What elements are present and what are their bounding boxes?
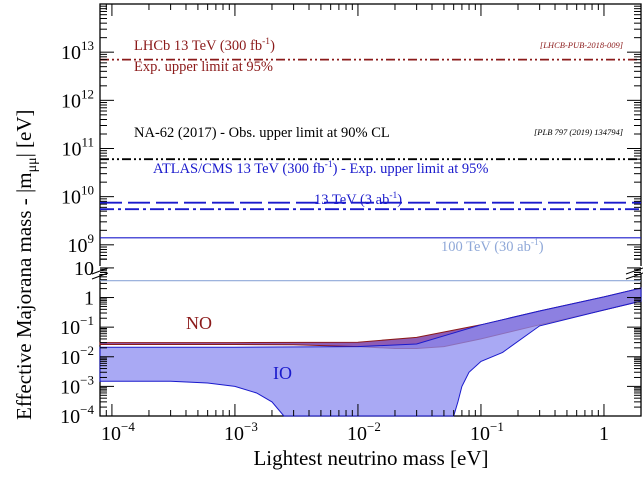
fcc-label: 100 TeV (30 ab-1): [441, 238, 544, 255]
na62-label: NA-62 (2017) - Obs. upper limit at 90% C…: [134, 125, 390, 141]
y-tick-label-lower: 10: [74, 258, 94, 280]
atlas-cms-label: ATLAS/CMS 13 TeV (300 fb-1) - Exp. upper…: [153, 160, 488, 177]
y-tick-label-upper: 109: [68, 231, 95, 257]
y-tick-label-upper: 1012: [61, 86, 94, 112]
band-io: [99, 287, 642, 417]
y-tick-label-lower: 10−1: [60, 313, 94, 339]
x-tick-label: 10−4: [101, 419, 135, 445]
no-band-label: NO: [186, 313, 212, 333]
axis-ticks: [99, 4, 642, 417]
x-tick-label: 10−2: [347, 419, 381, 445]
y-tick-label-upper: 1013: [61, 38, 94, 64]
lhcb-label-line2: Exp. upper limit at 95%: [134, 59, 273, 75]
y-tick-label-upper: 1010: [61, 183, 94, 209]
lower-panel-bands: [99, 287, 642, 417]
y-tick-label-lower: 10−3: [60, 372, 94, 398]
x-tick-label: 1: [599, 423, 609, 445]
y-tick-label-lower: 1: [84, 288, 94, 310]
axis-tick-labels: 10−4 10−3 10−2 10−1 1 109 1010 1011 1012 1013 10−4…: [60, 38, 609, 445]
x-axis-title: Lightest neutrino mass [eV]: [253, 446, 488, 470]
na62-reference: [PLB 797 (2019) 134794]: [534, 127, 623, 137]
x-tick-label: 10−1: [470, 419, 504, 445]
y-tick-label-upper: 1011: [61, 134, 94, 160]
upper-panel-limit-lines: [100, 58, 641, 282]
y-tick-label-lower: 10−4: [60, 402, 94, 428]
y-axis-title: Effective Majorana mass - |mμμ| [eV]: [12, 109, 40, 420]
y-tick-label-lower: 10−2: [60, 343, 94, 369]
lhcb-reference: [LHCB-PUB-2018-009]: [540, 40, 623, 50]
hl-lhc-label: 13 TeV (3 ab-1): [314, 191, 402, 208]
x-tick-label: 10−3: [224, 419, 258, 445]
lhcb-label: LHCb 13 TeV (300 fb-1): [134, 37, 275, 54]
io-band-label: IO: [273, 363, 292, 383]
